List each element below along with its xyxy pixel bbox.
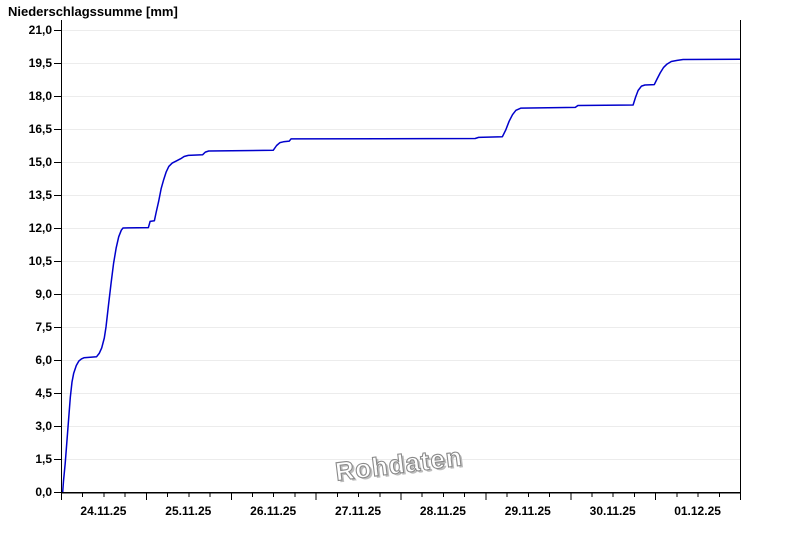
y-tick-label: 1,5 [35, 452, 52, 466]
y-tick-label: 15,0 [29, 155, 53, 169]
x-tick-label: 25.11.25 [165, 504, 211, 518]
y-tick-label: 3,0 [35, 419, 52, 433]
y-tick-label: 10,5 [29, 254, 53, 268]
y-tick-label: 18,0 [29, 89, 53, 103]
y-tick-label: 12,0 [29, 221, 53, 235]
x-tick-label: 28.11.25 [420, 504, 466, 518]
y-tick-label: 13,5 [29, 188, 53, 202]
y-tick-label: 6,0 [35, 353, 52, 367]
x-tick-label: 30.11.25 [590, 504, 636, 518]
y-tick-label: 7,5 [35, 320, 52, 334]
x-tick-label: 27.11.25 [335, 504, 381, 518]
x-tick-label: 01.12.25 [674, 504, 721, 518]
y-tick-label: 21,0 [29, 23, 53, 37]
x-tick-label: 24.11.25 [80, 504, 126, 518]
y-tick-label: 16,5 [29, 122, 53, 136]
chart-title: Niederschlagssumme [mm] [8, 4, 178, 19]
precipitation-series-line [61, 58, 741, 493]
x-tick-label: 26.11.25 [250, 504, 296, 518]
y-tick-label: 4,5 [35, 386, 52, 400]
y-tick-label: 9,0 [35, 287, 52, 301]
x-tick-label: 29.11.25 [505, 504, 551, 518]
y-tick-label: 0,0 [35, 485, 52, 499]
y-tick-label: 19,5 [29, 56, 53, 70]
